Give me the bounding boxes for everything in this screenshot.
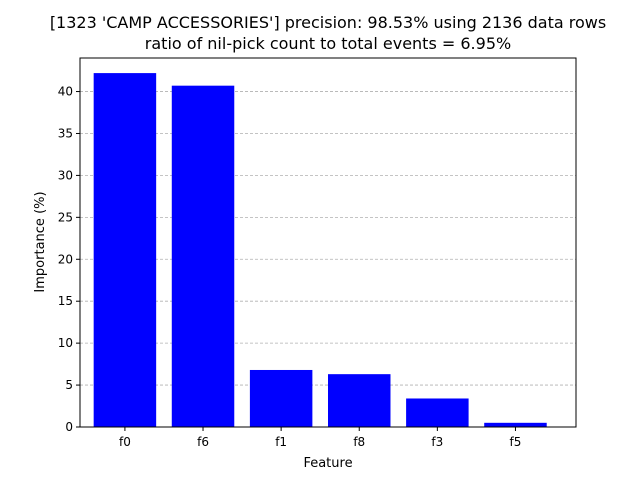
y-axis-ticks: 0 5 10 15 20 25 30 35 40 [58, 85, 80, 434]
bar-f5 [484, 422, 547, 427]
x-tick-label: f5 [510, 435, 522, 449]
y-tick-label: 40 [58, 85, 73, 99]
y-tick-label: 0 [65, 420, 73, 434]
chart-title-line-1: [1323 'CAMP ACCESSORIES'] precision: 98.… [50, 13, 606, 32]
y-tick-label: 35 [58, 126, 73, 140]
x-tick-label: f1 [275, 435, 287, 449]
bar-f0 [93, 73, 157, 427]
x-tick-label: f8 [353, 435, 365, 449]
y-tick-label: 10 [58, 336, 73, 350]
x-axis-label: Feature [303, 456, 352, 471]
x-axis-ticks: f0 f6 f1 f8 f3 f5 [119, 427, 521, 449]
bar-f8 [328, 374, 391, 427]
chart-title-line-2: ratio of nil-pick count to total events … [145, 34, 511, 53]
x-tick-label: f0 [119, 435, 131, 449]
x-tick-label: f6 [197, 435, 209, 449]
y-tick-label: 5 [65, 378, 73, 392]
y-tick-label: 25 [58, 210, 73, 224]
bars [93, 73, 547, 428]
y-axis-label: Importance (%) [33, 191, 48, 292]
plot-frame [79, 57, 577, 428]
bar-f1 [249, 369, 313, 427]
y-gridlines [80, 91, 576, 386]
y-tick-label: 20 [58, 252, 73, 266]
x-tick-label: f3 [431, 435, 443, 449]
bar-f6 [171, 85, 235, 428]
y-tick-label: 30 [58, 168, 73, 182]
y-tick-label: 15 [58, 294, 73, 308]
bar-f3 [406, 398, 469, 427]
